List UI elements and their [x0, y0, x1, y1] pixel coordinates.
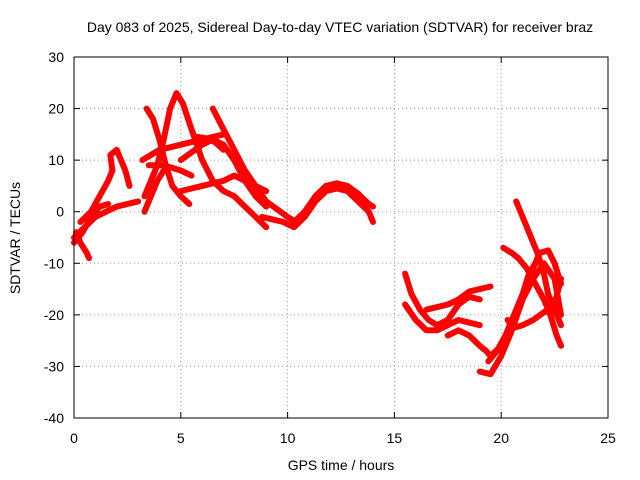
x-tick-label: 0: [70, 430, 78, 446]
data-series: [71, 90, 564, 378]
series-arc-3: [73, 229, 92, 262]
series-arc-9: [141, 167, 167, 215]
series-arc-21: [485, 260, 539, 365]
series-arc-13: [209, 105, 300, 225]
chart-title: Day 083 of 2025, Sidereal Day-to-day VTE…: [87, 19, 593, 35]
series-arc-16: [402, 270, 483, 329]
plot-frame: [73, 56, 609, 419]
y-tick-label: 20: [48, 101, 64, 117]
series-arc-10: [177, 136, 270, 210]
y-tick-label: 10: [48, 152, 64, 168]
x-tick-label: 10: [280, 430, 296, 446]
y-tick-label: -40: [44, 410, 64, 426]
axis-ticks: 0 5 10 15 20 25 -40 -30 -20 -10 0 10 20 30: [44, 49, 616, 446]
series-arc-12: [194, 133, 227, 153]
y-tick-label: -30: [44, 358, 64, 374]
series-arc-14: [259, 185, 376, 231]
x-tick-label: 20: [493, 430, 509, 446]
series-arc-4: [77, 146, 133, 225]
x-tick-label: 5: [177, 430, 185, 446]
series-arc-24: [500, 244, 564, 349]
series-arc-15: [291, 180, 376, 225]
y-axis-label: SDTVAR / TECUs: [7, 182, 23, 294]
x-tick-label: 25: [600, 430, 616, 446]
y-tick-label: 0: [56, 204, 64, 220]
series-arc-6: [141, 90, 270, 231]
series-arc-8: [145, 162, 195, 179]
series-arc-18: [423, 283, 494, 313]
series-arc-23: [513, 198, 564, 329]
y-tick-label: -10: [44, 255, 64, 271]
y-tick-label: -20: [44, 307, 64, 323]
x-tick-label: 15: [387, 430, 403, 446]
x-axis-label: GPS time / hours: [288, 457, 395, 473]
series-arc-17: [402, 301, 483, 334]
y-tick-label: 30: [48, 49, 64, 65]
